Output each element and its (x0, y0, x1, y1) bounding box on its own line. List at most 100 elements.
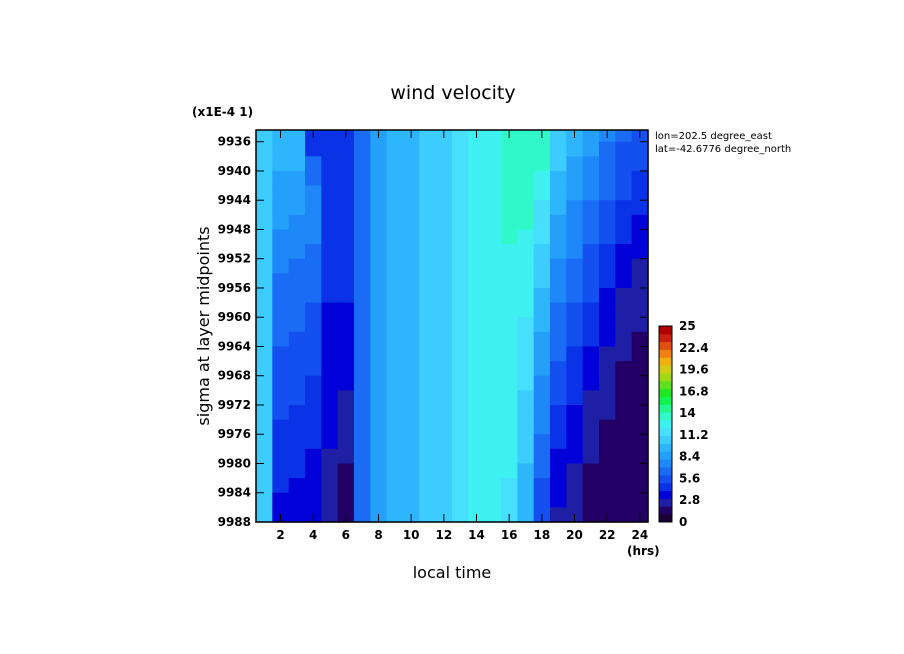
heatmap-cell (321, 419, 339, 435)
heatmap-cell (272, 141, 290, 157)
heatmap-cell (337, 478, 355, 494)
heatmap-cell (582, 390, 600, 406)
heatmap-cell (435, 214, 453, 231)
heatmap-cell (288, 463, 306, 479)
heatmap-cell (354, 273, 371, 289)
heatmap-cell (615, 478, 633, 494)
heatmap-cell (256, 390, 273, 406)
heatmap-cell (403, 156, 420, 172)
heatmap-cell (288, 141, 306, 157)
heatmap-cell (305, 273, 322, 289)
plot-frame (255, 129, 649, 523)
colorbar-label: 25 (679, 319, 696, 333)
heatmap-cell (288, 404, 306, 421)
heatmap-cell (631, 492, 649, 508)
heatmap-cell (517, 419, 535, 435)
heatmap-cell (370, 302, 388, 318)
colorbar-swatch (659, 459, 672, 468)
heatmap-cell (631, 273, 649, 289)
heatmap-cell (517, 287, 535, 304)
heatmap-cell (256, 141, 273, 157)
heatmap-cell (517, 375, 535, 391)
colorbar-swatch (659, 357, 672, 366)
y-tick-label: 9952 (218, 252, 251, 266)
heatmap-cell (321, 404, 339, 421)
heatmap-cell (305, 463, 322, 479)
heatmap-cell (566, 200, 584, 216)
heatmap-cell (321, 185, 339, 201)
heatmap-cell (452, 214, 469, 231)
heatmap-cell (517, 331, 535, 348)
heatmap-cell (631, 448, 649, 465)
heatmap-cell (403, 273, 420, 289)
heatmap-cell (370, 214, 388, 231)
heatmap-cell (484, 463, 502, 479)
heatmap-cell (435, 185, 453, 201)
heatmap-cell (566, 214, 584, 231)
heatmap-cell (631, 185, 649, 201)
heatmap-cell (386, 302, 404, 318)
heatmap-cell (370, 390, 388, 406)
heatmap-cell (533, 273, 551, 289)
heatmap-cell (582, 141, 600, 157)
heatmap-cell (615, 346, 633, 362)
heatmap-cell (386, 375, 404, 391)
heatmap-cell (582, 244, 600, 260)
heatmap-cell (386, 434, 404, 450)
heatmap-cell (468, 156, 486, 172)
heatmap-cell (484, 302, 502, 318)
heatmap-cell (419, 273, 437, 289)
heatmap-cell (501, 492, 518, 508)
heatmap-cell (452, 273, 469, 289)
heatmap-cell (468, 419, 486, 435)
heatmap-cell (403, 361, 420, 377)
heatmap-cell (321, 273, 339, 289)
heatmap-cell (403, 434, 420, 450)
heatmap-cell (370, 273, 388, 289)
heatmap-cell (582, 200, 600, 216)
heatmap-cell (615, 273, 633, 289)
heatmap-cell (435, 156, 453, 172)
heatmap-cell (468, 390, 486, 406)
heatmap-cell (533, 346, 551, 362)
heatmap-cell (550, 463, 567, 479)
heatmap-cell (533, 463, 551, 479)
heatmap-cell (566, 492, 584, 508)
heatmap-cell (403, 185, 420, 201)
heatmap-cell (288, 361, 306, 377)
heatmap-cell (566, 141, 584, 157)
y-tick-label: 9964 (218, 339, 251, 353)
heatmap-cell (354, 130, 371, 143)
heatmap-cell (566, 448, 584, 465)
heatmap-cell (386, 214, 404, 231)
heatmap-cell (517, 229, 535, 245)
heatmap-cell (484, 317, 502, 333)
heatmap-cell (419, 434, 437, 450)
heatmap-cell (435, 434, 453, 450)
heatmap-cell (533, 492, 551, 508)
heatmap-cell (337, 200, 355, 216)
heatmap-cell (517, 492, 535, 508)
heatmap-cell (550, 419, 567, 435)
heatmap-cell (599, 258, 616, 274)
heatmap-cell (337, 258, 355, 274)
heatmap-cell (256, 287, 273, 304)
heatmap-cell (305, 375, 322, 391)
x-axis: 2 4 6 8 10 12 14 16 18 20 22 24 (276, 130, 648, 542)
heatmap-cell (582, 507, 600, 523)
heatmap-cell (370, 361, 388, 377)
y-tick-label: 9936 (218, 135, 251, 149)
heatmap-cell (419, 130, 437, 143)
heatmap-cell (321, 200, 339, 216)
x-tick-label: 24 (631, 528, 648, 542)
heatmap-cell (419, 463, 437, 479)
heatmap-cell (256, 507, 273, 523)
heatmap-cell (370, 375, 388, 391)
x-unit-label: (hrs) (627, 544, 660, 558)
heatmap-cell (631, 244, 649, 260)
heatmap-cell (615, 141, 633, 157)
heatmap-cell (354, 200, 371, 216)
heatmap-cell (403, 287, 420, 304)
heatmap-cell (386, 258, 404, 274)
heatmap-cell (272, 273, 290, 289)
